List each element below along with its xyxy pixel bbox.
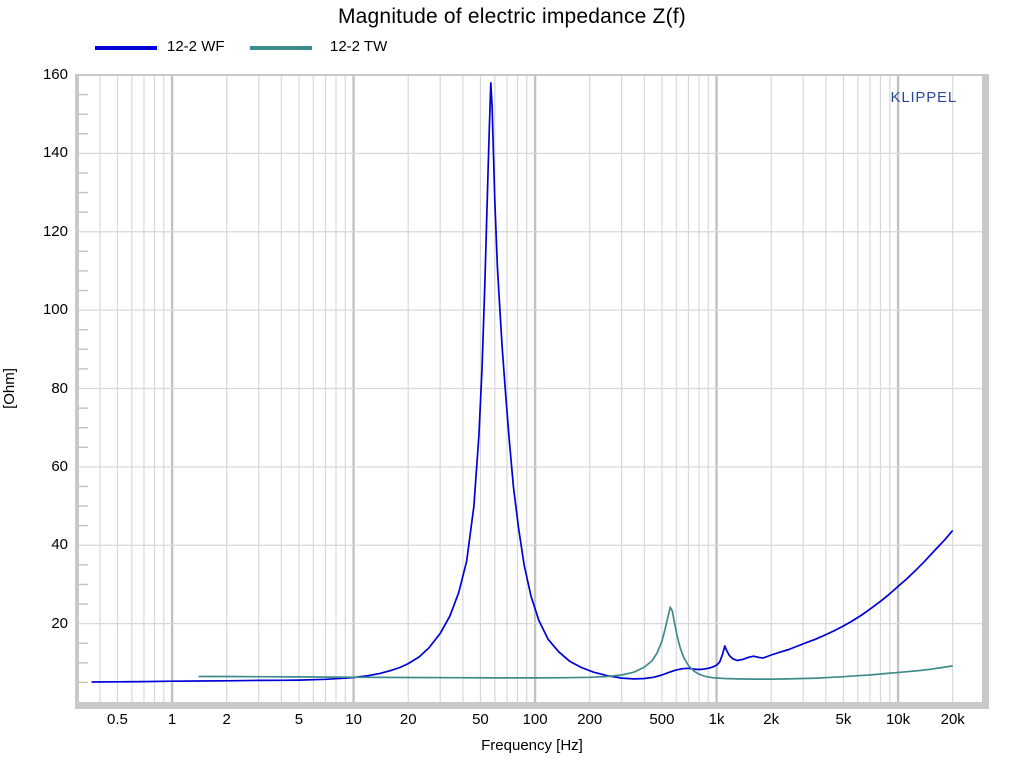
y-tick-label: 60 (51, 457, 68, 475)
x-tick-label: 2 (222, 711, 231, 728)
legend-label-wf: 12-2 WF (167, 38, 225, 55)
y-tick-label: 140 (42, 144, 68, 162)
legend-swatch-wf (95, 46, 157, 50)
x-tick-label: 5 (294, 711, 304, 728)
series-curve-wf (91, 81, 954, 683)
x-tick-label: 200 (577, 711, 603, 728)
x-tick-label: 20k (940, 711, 965, 728)
x-tick-label: 500 (649, 711, 675, 728)
x-tick-label: 10 (345, 711, 362, 728)
y-tick-label: 100 (42, 301, 68, 319)
x-tick-label: 20 (399, 711, 417, 728)
x-tick-label: 50 (472, 711, 489, 728)
y-tick-label: 20 (51, 614, 68, 632)
x-tick-label: 1 (167, 711, 177, 728)
series-curve-tw (198, 606, 953, 680)
x-tick-label: 10k (885, 711, 911, 728)
klippel-watermark: KLIPPEL (890, 89, 957, 106)
y-tick-label: 120 (42, 222, 68, 240)
x-axis-title: Frequency [Hz] (481, 737, 583, 754)
x-tick-label: 1k (708, 711, 725, 728)
chart-title: Magnitude of electric impedance Z(f) (337, 5, 687, 28)
legend-swatch-tw (250, 46, 312, 50)
y-tick-label: 40 (51, 536, 68, 554)
y-tick-label: 160 (42, 66, 68, 83)
legend-label-tw: 12-2 TW (330, 38, 388, 55)
x-tick-label: 0.5 (107, 711, 128, 728)
y-tick-label: 80 (51, 379, 68, 397)
x-tick-label: 100 (522, 711, 548, 728)
x-tick-label: 2k (763, 711, 780, 728)
x-tick-label: 5k (835, 711, 852, 728)
